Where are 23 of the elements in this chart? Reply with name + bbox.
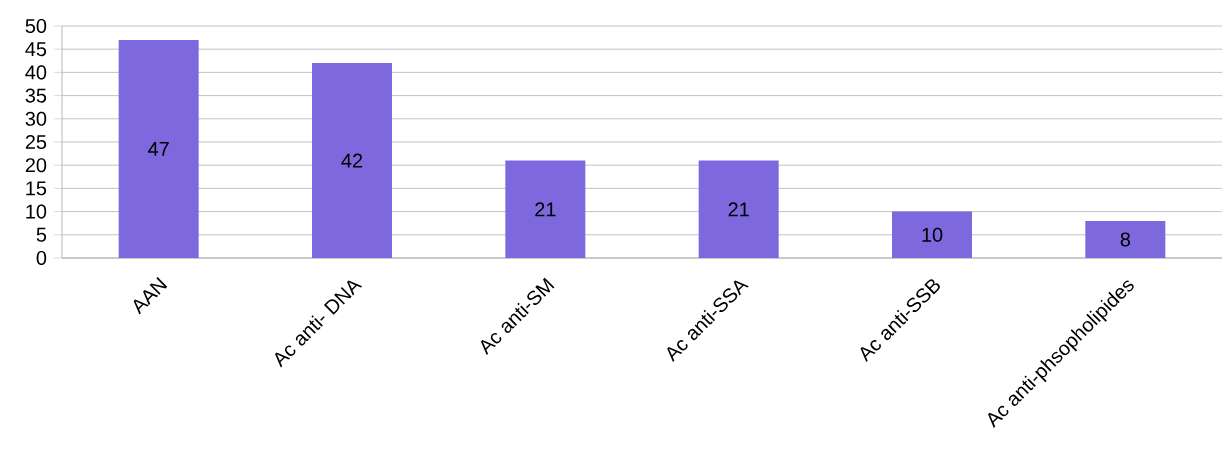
- y-tick-label: 10: [26, 204, 47, 219]
- y-tick-label: 35: [25, 88, 47, 103]
- y-tick-label: 30: [25, 111, 47, 126]
- y-tick-label: 40: [25, 65, 47, 80]
- bar: [505, 160, 586, 258]
- y-tick-label: 15: [26, 181, 47, 196]
- y-tick-label: 45: [25, 42, 47, 57]
- data-label: 42: [341, 153, 363, 168]
- y-tick-label: 0: [36, 250, 47, 266]
- bar: [892, 211, 973, 258]
- bar: [1085, 220, 1166, 258]
- bar: [698, 160, 779, 258]
- y-tick-label: 25: [25, 134, 47, 150]
- data-label: 10: [922, 227, 943, 242]
- data-label: 8: [1120, 232, 1131, 247]
- y-tick-label: 50: [25, 18, 47, 34]
- data-label: 47: [148, 142, 169, 156]
- data-label: 21: [728, 202, 749, 217]
- data-label: 21: [535, 202, 556, 217]
- y-tick-label: 20: [25, 158, 47, 173]
- y-tick-label: 5: [36, 227, 47, 242]
- bar: [312, 63, 393, 258]
- bar: [118, 39, 199, 258]
